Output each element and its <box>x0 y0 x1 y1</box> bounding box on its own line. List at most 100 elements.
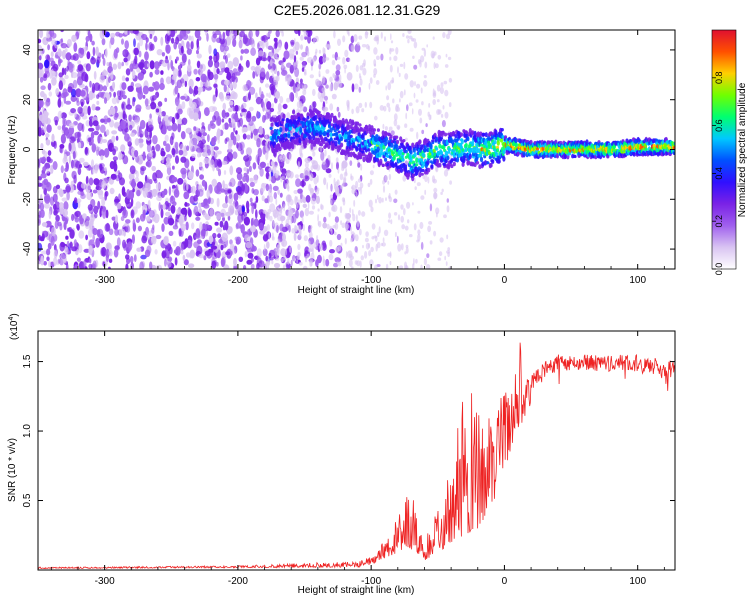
heatmap-cell <box>397 66 399 74</box>
heatmap-cell <box>375 80 380 85</box>
heatmap-cell <box>137 225 142 232</box>
heatmap-cell <box>283 253 286 261</box>
heatmap-cell <box>63 153 68 162</box>
heatmap-cell <box>393 119 398 127</box>
heatmap-cell <box>495 148 500 153</box>
heatmap-cell <box>397 168 401 174</box>
heatmap-cell <box>236 236 242 245</box>
heatmap-cell <box>38 55 42 61</box>
heatmap-cell <box>369 178 373 185</box>
heatmap-cell <box>207 59 213 68</box>
heatmap-cell <box>356 220 360 228</box>
heatmap-cell <box>213 65 217 75</box>
heatmap-cell <box>344 134 348 140</box>
heatmap-cell <box>191 153 197 158</box>
heatmap-cell <box>58 80 63 91</box>
heatmap-cell <box>41 222 48 227</box>
heatmap-cell <box>128 172 135 181</box>
heatmap-cell <box>148 124 154 132</box>
heatmap-cell <box>332 142 336 148</box>
heatmap-cell <box>369 152 373 159</box>
heatmap-cell <box>77 106 83 114</box>
heatmap-cell <box>69 241 73 249</box>
heatmap-cell <box>149 129 153 139</box>
heatmap-cell <box>73 42 78 53</box>
heatmap-cell <box>415 163 419 167</box>
heatmap-cell <box>312 151 316 157</box>
heatmap-cell <box>259 222 264 230</box>
heatmap-cell <box>274 165 278 169</box>
heatmap-cell <box>606 155 610 159</box>
heatmap-cell <box>273 52 278 59</box>
heatmap-cell <box>153 61 160 70</box>
heatmap-cell <box>130 132 136 137</box>
heatmap-cell <box>421 101 424 106</box>
heatmap-cell <box>416 83 421 89</box>
heatmap-cell <box>374 264 378 269</box>
heatmap-cell <box>394 189 398 195</box>
heatmap-cell <box>337 130 341 134</box>
heatmap-cell <box>108 258 113 263</box>
heatmap-cell <box>241 183 246 192</box>
heatmap-cell <box>359 260 362 268</box>
heatmap-cell <box>309 74 314 79</box>
heatmap-cell <box>285 183 288 189</box>
heatmap-cell <box>45 99 51 107</box>
heatmap-cell <box>383 105 387 112</box>
heatmap-cell <box>86 191 93 201</box>
heatmap-cell <box>159 82 165 91</box>
heatmap-cell <box>362 153 366 157</box>
heatmap-cell <box>235 130 238 135</box>
heatmap-cell <box>105 48 108 58</box>
heatmap-cell <box>94 212 98 219</box>
heatmap-cell <box>245 241 252 249</box>
heatmap-cell <box>307 202 310 210</box>
heatmap-cell <box>133 254 137 262</box>
heatmap-cell <box>294 224 297 232</box>
heatmap-cell <box>100 205 103 210</box>
heatmap-cell <box>369 259 374 266</box>
heatmap-cell <box>413 64 418 70</box>
heatmap-cell <box>243 172 248 178</box>
heatmap-cell <box>337 111 341 118</box>
heatmap-cell <box>43 202 50 209</box>
heatmap-cell <box>319 95 324 103</box>
heatmap-cell <box>263 244 266 252</box>
heatmap-cell <box>189 139 194 150</box>
heatmap-cell <box>362 67 367 76</box>
heatmap-cell <box>399 265 404 269</box>
heatmap-cell <box>39 194 43 203</box>
heatmap-cell <box>266 92 268 97</box>
heatmap-cell <box>100 155 104 161</box>
heatmap-cell <box>193 126 197 131</box>
heatmap-cell <box>397 214 401 221</box>
heatmap-cell <box>41 127 44 135</box>
heatmap-cell <box>186 41 190 50</box>
heatmap-cell <box>312 88 316 97</box>
heatmap-cell <box>76 257 81 262</box>
heatmap-cell <box>446 198 449 203</box>
heatmap-cell <box>92 46 96 57</box>
heatmap-cell <box>46 248 51 256</box>
heatmap-cell <box>103 167 107 172</box>
heatmap-cell <box>436 109 441 115</box>
heatmap-cell <box>404 73 409 80</box>
heatmap-cell <box>350 35 355 44</box>
heatmap-cell <box>229 239 233 245</box>
heatmap-cell <box>174 96 180 107</box>
heatmap-cell <box>301 51 307 58</box>
heatmap-cell <box>251 115 257 122</box>
heatmap-cell <box>145 42 148 51</box>
heatmap-cell <box>146 245 152 254</box>
heatmap-cell <box>438 251 443 257</box>
heatmap-cell <box>391 151 396 155</box>
heatmap-cell <box>421 129 425 135</box>
heatmap-cell <box>324 57 330 61</box>
heatmap-cell <box>295 133 299 137</box>
heatmap-cell <box>71 246 78 252</box>
heatmap-cell <box>219 220 224 228</box>
heatmap-cell <box>445 261 448 266</box>
heatmap-cell <box>370 206 374 213</box>
heatmap-cell <box>293 139 297 145</box>
heatmap-cell <box>441 188 444 193</box>
